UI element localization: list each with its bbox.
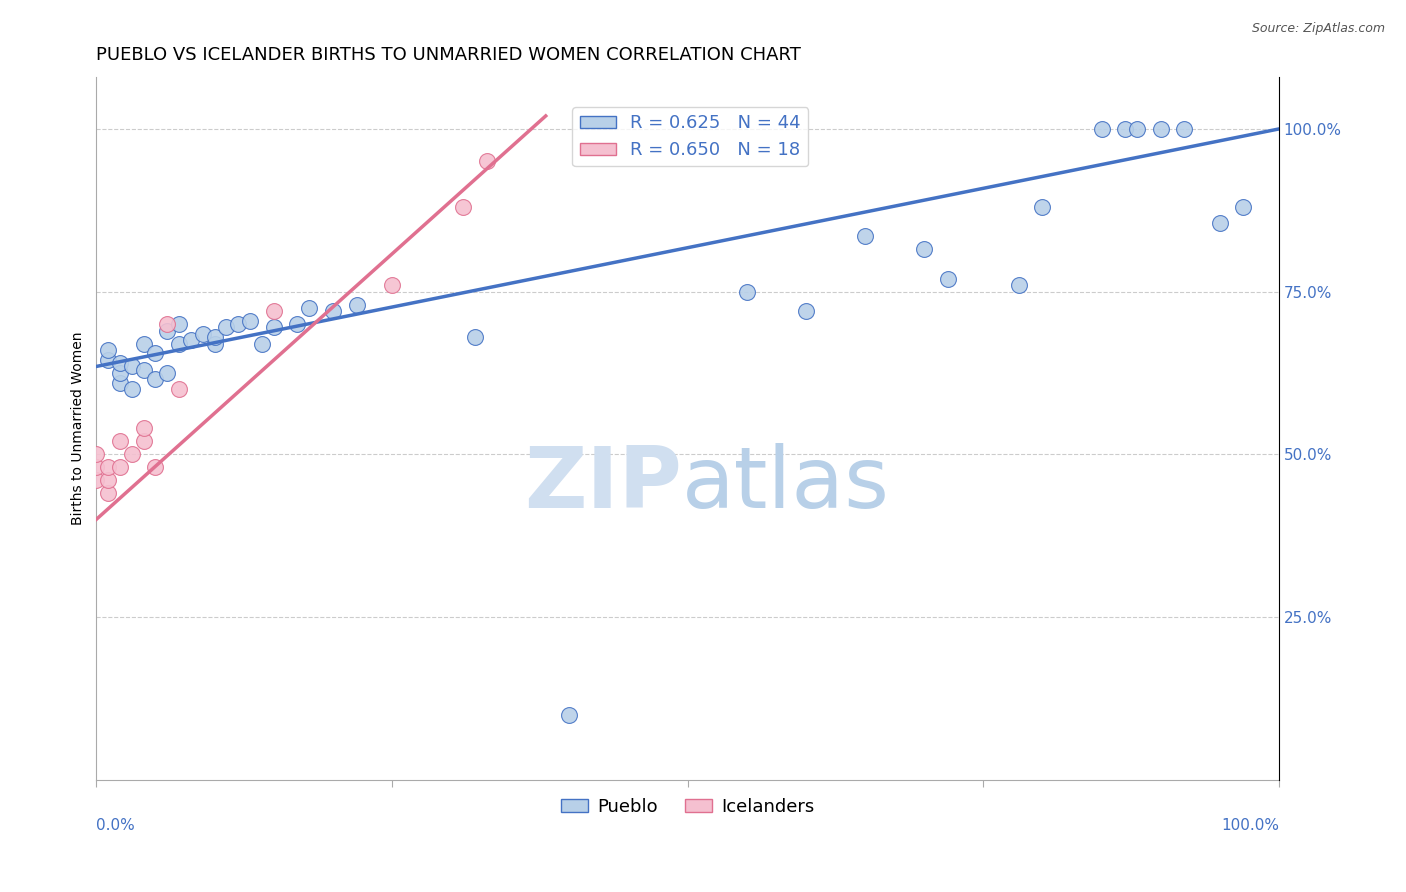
Point	[191, 326, 214, 341]
Point	[108, 376, 131, 390]
Text: PUEBLO VS ICELANDER BIRTHS TO UNMARRIED WOMEN CORRELATION CHART: PUEBLO VS ICELANDER BIRTHS TO UNMARRIED …	[97, 46, 801, 64]
Point	[167, 336, 190, 351]
Point	[475, 154, 498, 169]
Point	[263, 304, 285, 318]
Point	[86, 473, 108, 487]
Point	[108, 366, 131, 380]
Point	[912, 243, 935, 257]
Point	[86, 460, 108, 475]
Point	[108, 460, 131, 475]
Point	[794, 304, 817, 318]
Point	[322, 304, 344, 318]
Point	[464, 330, 486, 344]
Point	[558, 707, 581, 722]
Point	[97, 486, 120, 500]
Point	[215, 320, 238, 334]
Point	[250, 336, 273, 351]
Point	[108, 356, 131, 370]
Point	[86, 447, 108, 461]
Text: 0.0%: 0.0%	[97, 818, 135, 833]
Point	[204, 330, 226, 344]
Point	[167, 317, 190, 331]
Point	[121, 447, 143, 461]
Point	[156, 366, 179, 380]
Point	[853, 229, 876, 244]
Point	[132, 362, 155, 376]
Text: atlas: atlas	[682, 443, 890, 526]
Point	[180, 334, 202, 348]
Point	[451, 200, 474, 214]
Point	[1209, 216, 1232, 230]
Point	[1114, 122, 1136, 136]
Point	[97, 460, 120, 475]
Text: Source: ZipAtlas.com: Source: ZipAtlas.com	[1251, 22, 1385, 36]
Point	[132, 421, 155, 435]
Text: 100.0%: 100.0%	[1220, 818, 1279, 833]
Point	[97, 343, 120, 358]
Point	[287, 317, 309, 331]
Point	[132, 434, 155, 449]
Point	[1031, 200, 1053, 214]
Point	[121, 359, 143, 374]
Point	[156, 317, 179, 331]
Point	[167, 382, 190, 396]
Point	[1150, 122, 1173, 136]
Point	[121, 382, 143, 396]
Point	[1232, 200, 1254, 214]
Legend: Pueblo, Icelanders: Pueblo, Icelanders	[554, 791, 821, 823]
Point	[226, 317, 249, 331]
Point	[97, 473, 120, 487]
Point	[1090, 122, 1112, 136]
Point	[97, 353, 120, 368]
Point	[239, 314, 262, 328]
Point	[156, 324, 179, 338]
Point	[1173, 122, 1195, 136]
Point	[145, 460, 167, 475]
Point	[145, 372, 167, 386]
Point	[381, 278, 404, 293]
Point	[1008, 278, 1031, 293]
Y-axis label: Births to Unmarried Women: Births to Unmarried Women	[72, 332, 86, 525]
Point	[132, 336, 155, 351]
Text: ZIP: ZIP	[524, 443, 682, 526]
Point	[204, 336, 226, 351]
Point	[346, 298, 368, 312]
Point	[145, 346, 167, 360]
Point	[936, 271, 959, 285]
Point	[108, 434, 131, 449]
Point	[1126, 122, 1149, 136]
Point	[263, 320, 285, 334]
Point	[298, 301, 321, 315]
Point	[735, 285, 758, 299]
